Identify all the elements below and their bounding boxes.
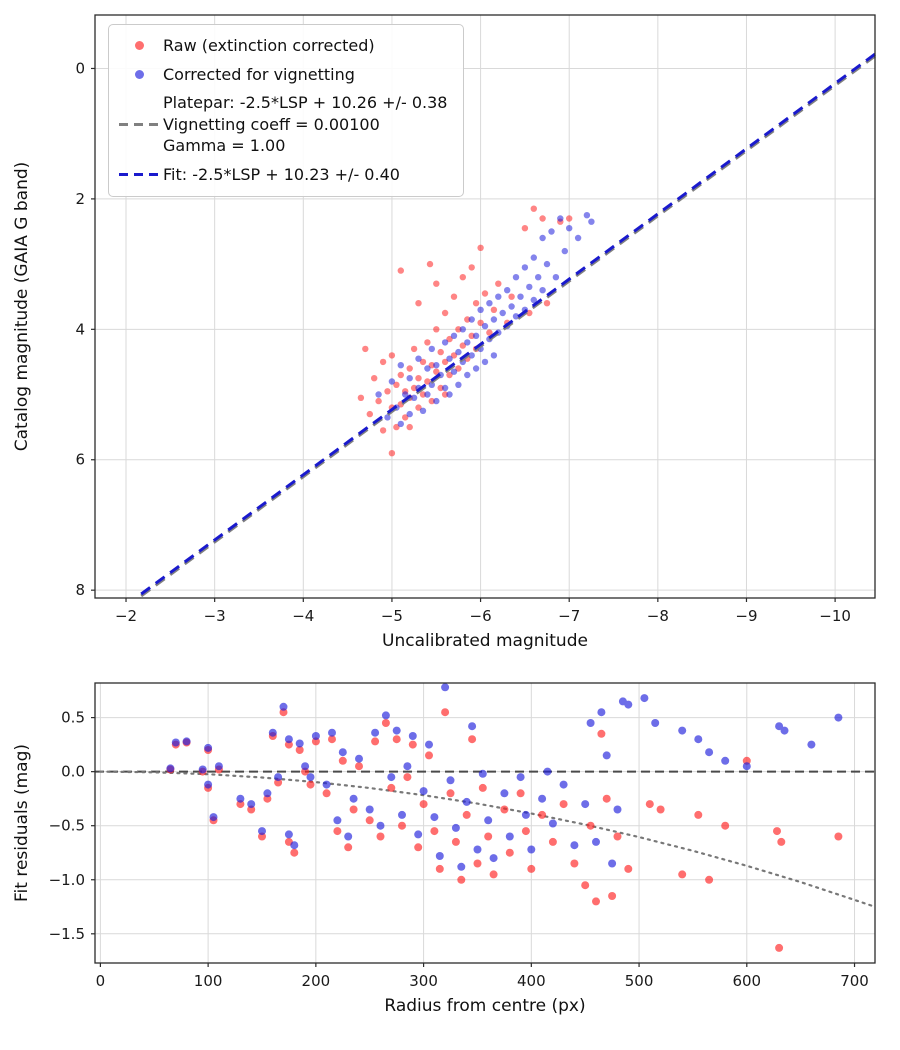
- fit-dash-icon: [115, 173, 163, 177]
- x-tick-label: 200: [302, 972, 331, 990]
- x-tick-label: −2: [115, 607, 137, 625]
- x-tick-label: −8: [647, 607, 669, 625]
- y-tick-label: −0.5: [49, 817, 85, 835]
- axes-frame: [94, 14, 876, 599]
- vignetting-marker-icon: [115, 69, 163, 79]
- legend-label-platepar: Platepar: -2.5*LSP + 10.26 +/- 0.38 Vign…: [163, 92, 447, 157]
- y-tick-label: −1.0: [49, 871, 85, 889]
- raw-residuals: [166, 708, 843, 952]
- legend: Raw (extinction corrected) Corrected for…: [108, 24, 465, 197]
- platepar-line-2: Vignetting coeff = 0.00100: [163, 114, 380, 134]
- vignetting-points: [375, 212, 595, 428]
- platepar-line: [137, 54, 876, 600]
- platepar-line-1: Platepar: -2.5*LSP + 10.26 +/- 0.38: [163, 93, 448, 113]
- vignetting-residuals: [166, 683, 843, 871]
- y-tick-label: 0: [75, 59, 85, 77]
- legend-label-fit: Fit: -2.5*LSP + 10.23 +/- 0.40: [163, 164, 400, 184]
- x-tick-label: −9: [735, 607, 757, 625]
- legend-label-raw: Raw (extinction corrected): [163, 36, 375, 55]
- grid: [95, 683, 875, 963]
- x-tick-label: −6: [470, 607, 492, 625]
- legend-item-platepar: Platepar: -2.5*LSP + 10.26 +/- 0.38 Vign…: [115, 92, 447, 157]
- legend-item-vignetting: Corrected for vignetting: [115, 64, 447, 86]
- x-tick-label: −7: [558, 607, 580, 625]
- y-tick-label: 6: [75, 451, 85, 469]
- x-tick-label: 400: [517, 972, 546, 990]
- legend-item-fit: Fit: -2.5*LSP + 10.23 +/- 0.40: [115, 164, 447, 186]
- y-tick-label: −1.5: [49, 925, 85, 943]
- grid: [95, 15, 875, 598]
- x-tick-label: −5: [381, 607, 403, 625]
- x-tick-label: 500: [625, 972, 654, 990]
- x-tick-label: 0: [96, 972, 106, 990]
- legend-label-vignetting: Corrected for vignetting: [163, 64, 355, 84]
- residuals-plot: 0 100 200 300 400 500 600 700 0.5 0.0 −0.5 −1.0 −1.5…: [12, 682, 877, 1016]
- y-axis-label: Fit residuals (mag): [12, 744, 32, 902]
- fit-line: [134, 52, 876, 600]
- y-tick-label: 0.0: [61, 763, 85, 781]
- x-tick-label: 100: [194, 972, 223, 990]
- platepar-dash-icon: [115, 123, 163, 127]
- y-tick-label: 8: [75, 581, 85, 599]
- magnitude-fit-plot: −2 −3 −4 −5 −6 −7 −8 −9 −10 0 2 4 6 8 Uncalibrated mag…: [12, 14, 876, 651]
- axes-frame: [94, 682, 876, 964]
- x-axis-label: Radius from centre (px): [384, 996, 585, 1016]
- x-tick-label: −4: [292, 607, 314, 625]
- x-tick-label: 600: [732, 972, 761, 990]
- legend-item-raw: Raw (extinction corrected): [115, 35, 447, 57]
- y-tick-label: 2: [75, 190, 85, 208]
- y-axis-label: Catalog magnitude (GAIA G band): [12, 162, 32, 452]
- platepar-line-3: Gamma = 1.00: [163, 136, 286, 156]
- x-tick-label: −3: [204, 607, 226, 625]
- x-tick-label: −10: [819, 607, 851, 625]
- raw-points: [357, 205, 573, 457]
- y-tick-label: 0.5: [61, 709, 85, 727]
- x-tick-label: 700: [840, 972, 869, 990]
- x-tick-label: 300: [409, 972, 438, 990]
- y-tick-label: 4: [75, 320, 85, 338]
- x-axis-label: Uncalibrated magnitude: [382, 631, 588, 651]
- raw-marker-icon: [115, 41, 163, 51]
